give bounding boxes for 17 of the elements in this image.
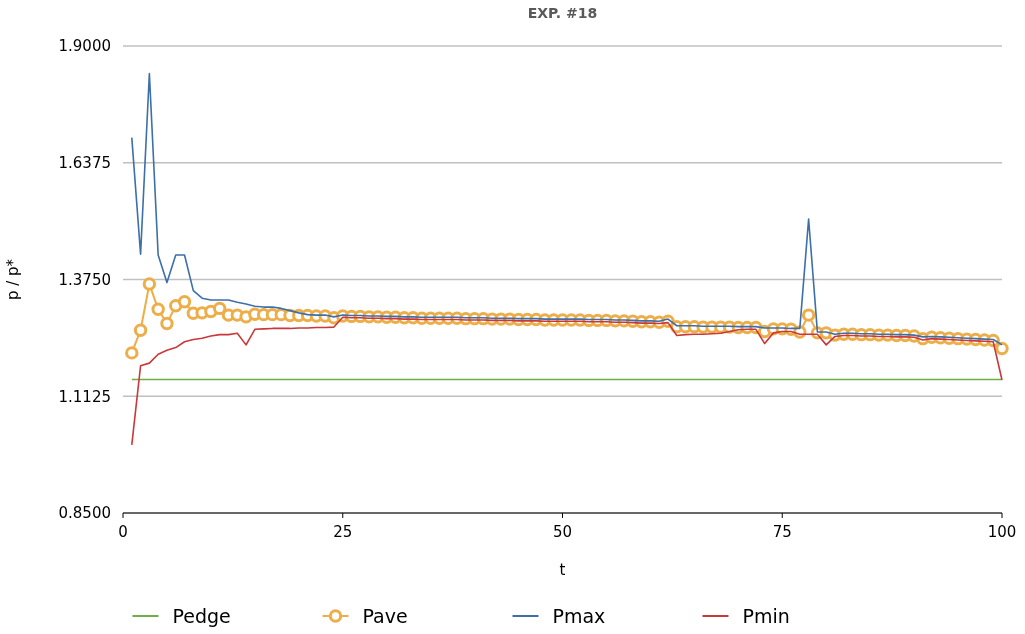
x-tick-label: 25 <box>333 523 353 541</box>
legend-label: Pave <box>362 604 408 627</box>
x-tick-label: 50 <box>552 523 573 541</box>
x-tick-label: 75 <box>772 523 792 541</box>
legend-label: Pedge <box>172 604 231 627</box>
x-tick-label: 100 <box>987 523 1017 541</box>
legend-label: Pmax <box>552 604 606 627</box>
y-tick-label: 1.3750 <box>58 270 111 289</box>
x-axis-title: t <box>559 561 566 579</box>
y-tick-label: 1.1125 <box>58 387 111 406</box>
legend-label: Pmin <box>742 604 790 627</box>
y-tick-label: 1.9000 <box>58 37 111 56</box>
y-axis-title: p / p* <box>4 258 22 301</box>
chart-title: EXP. #18 <box>527 5 598 21</box>
y-tick-label: 0.8500 <box>58 504 111 523</box>
x-tick-label: 0 <box>118 523 128 541</box>
y-tick-label: 1.6375 <box>58 154 111 172</box>
